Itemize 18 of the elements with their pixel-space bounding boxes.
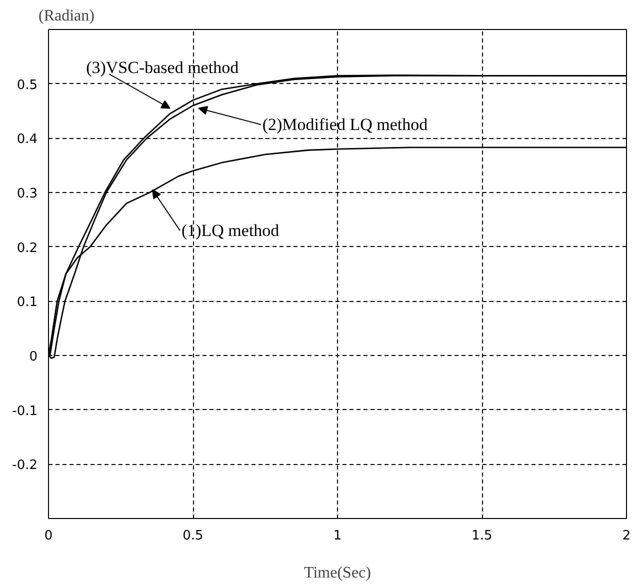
x-tick-label: 1 [333, 528, 342, 544]
x-axis-title: Time(Sec) [304, 564, 371, 582]
y-tick-label: 0.5 [16, 78, 38, 93]
annotation: (2)Modified LQ method [262, 115, 428, 134]
y-tick-label: 0.1 [16, 295, 38, 310]
x-tick-label: 2 [622, 528, 631, 544]
annotation: (1)LQ method [181, 221, 280, 240]
y-axis-title: (Radian) [38, 8, 94, 24]
y-tick-label: -0.1 [12, 404, 38, 419]
x-tick-label: 0 [44, 528, 53, 544]
y-tick-label: 0.4 [16, 132, 38, 148]
x-tick-label: 0.5 [182, 528, 204, 544]
y-tick-label: 0.3 [16, 186, 38, 202]
annotation: (3)VSC-based method [86, 58, 240, 78]
y-tick-label: 0.2 [16, 240, 38, 256]
x-tick-label: 1.5 [472, 528, 492, 544]
y-tick-label: 0 [29, 350, 38, 364]
y-tick-label: -0.2 [12, 458, 38, 474]
